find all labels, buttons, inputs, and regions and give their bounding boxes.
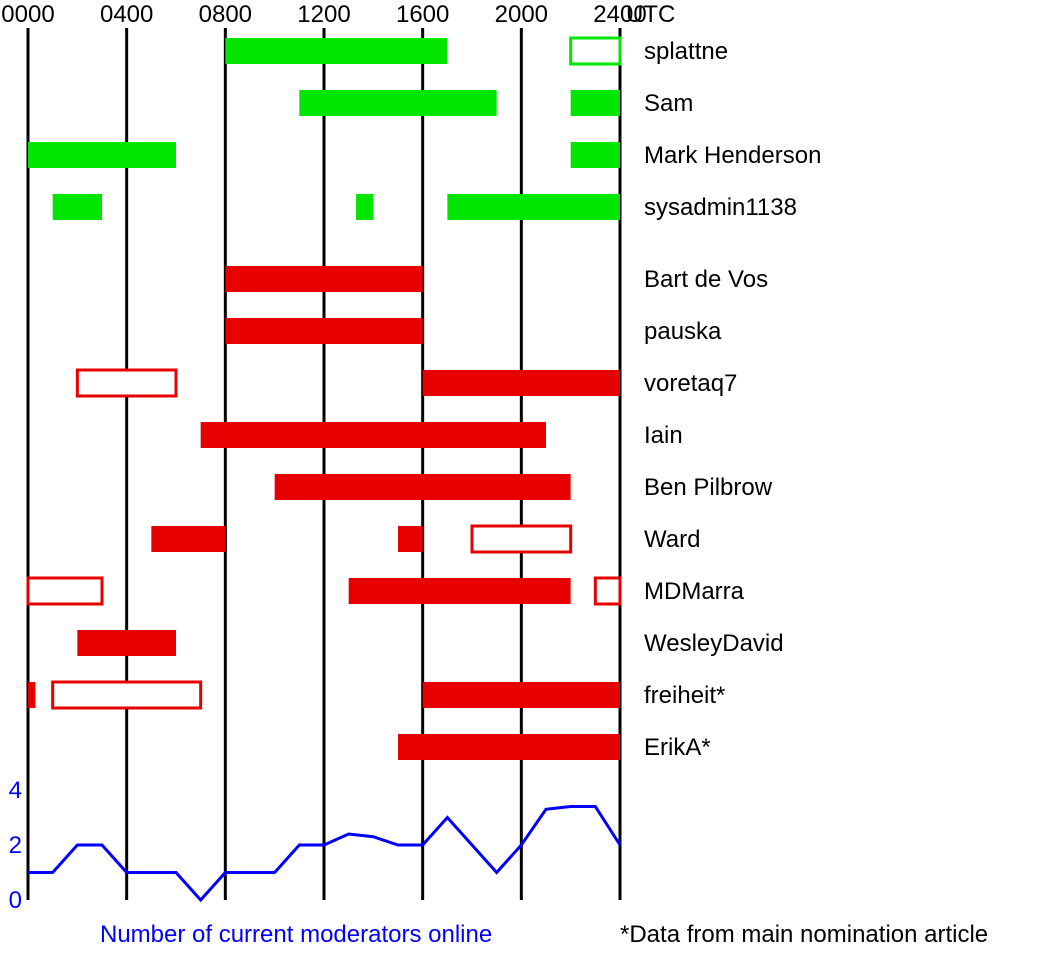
- gantt-bar: [349, 578, 571, 604]
- row-label: WesleyDavid: [644, 630, 784, 657]
- gantt-bar: [225, 38, 447, 64]
- gantt-bar: [571, 90, 620, 116]
- row-label: Iain: [644, 422, 683, 449]
- gantt-bar: [28, 578, 102, 604]
- gantt-bar: [447, 194, 620, 220]
- time-tick-label: 0000: [1, 1, 54, 28]
- gantt-bar: [28, 142, 176, 168]
- row-label: Ben Pilbrow: [644, 474, 773, 501]
- row-label: pauska: [644, 318, 722, 345]
- linechart-ytick: 2: [9, 832, 22, 859]
- row-label: Mark Henderson: [644, 142, 821, 169]
- gantt-bar: [595, 578, 620, 604]
- gantt-bar: [398, 526, 423, 552]
- row-label: Bart de Vos: [644, 266, 768, 293]
- timeline-chart: 0000040008001200160020002400UTCsplattneS…: [0, 0, 1056, 957]
- gantt-bar: [77, 370, 176, 396]
- time-tick-label: 2000: [495, 1, 548, 28]
- row-label: splattne: [644, 38, 728, 65]
- gantt-bar: [53, 682, 201, 708]
- gantt-bar: [571, 142, 620, 168]
- gantt-bar: [201, 422, 546, 448]
- footer-left: Number of current moderators online: [100, 921, 492, 948]
- gantt-bar: [472, 526, 571, 552]
- gantt-bar: [77, 630, 176, 656]
- gantt-bar: [225, 318, 422, 344]
- gantt-bar: [225, 266, 422, 292]
- row-label: freiheit*: [644, 682, 725, 709]
- time-tick-label: 1600: [396, 1, 449, 28]
- gantt-bar: [423, 682, 620, 708]
- row-label: sysadmin1138: [644, 194, 797, 221]
- gantt-bar: [151, 526, 225, 552]
- gantt-bar: [571, 38, 620, 64]
- footer-right: *Data from main nomination article: [620, 921, 988, 948]
- gantt-bar: [275, 474, 571, 500]
- linechart-ytick: 0: [9, 887, 22, 914]
- gantt-bar: [356, 194, 373, 220]
- time-tick-label: 0400: [100, 1, 153, 28]
- linechart-ytick: 4: [9, 777, 22, 804]
- gantt-bar: [398, 734, 620, 760]
- gantt-bar: [53, 194, 102, 220]
- gantt-bar: [28, 682, 35, 708]
- row-label: MDMarra: [644, 578, 745, 605]
- row-label: Ward: [644, 526, 700, 553]
- gantt-bar: [423, 370, 620, 396]
- row-label: voretaq7: [644, 370, 737, 397]
- gantt-bar: [299, 90, 496, 116]
- time-tick-label: 1200: [297, 1, 350, 28]
- row-label: ErikA*: [644, 734, 711, 761]
- time-tick-label: 0800: [199, 1, 252, 28]
- row-label: Sam: [644, 90, 693, 117]
- utc-label: UTC: [626, 1, 675, 28]
